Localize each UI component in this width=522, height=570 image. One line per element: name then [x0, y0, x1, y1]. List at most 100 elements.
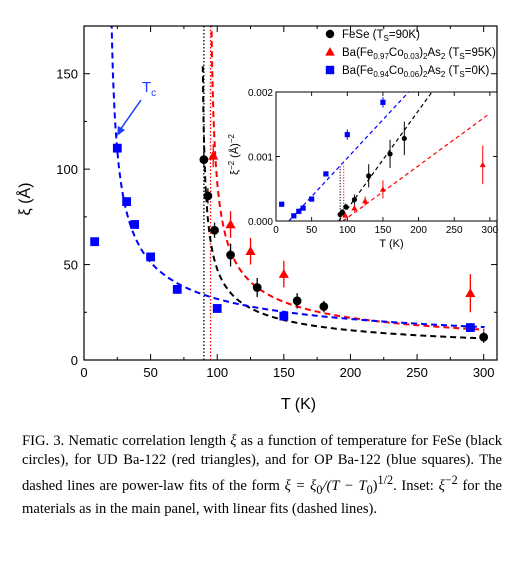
- inset-x-tick-label-0: 0: [273, 225, 279, 236]
- data-point-s2-7: [279, 311, 289, 321]
- data-point-s1-2: [245, 246, 256, 256]
- figure-caption: FIG. 3. Nematic correlation length ξ as …: [22, 432, 502, 519]
- data-point-s0-4: [252, 283, 262, 292]
- legend-part-9: S: [459, 52, 464, 61]
- legend-part-7: 2: [441, 52, 446, 61]
- caption-part-1: FIG. 3. Nematic correlation length: [22, 433, 231, 449]
- inset-point-s1-3: [379, 186, 386, 192]
- inset-point-s2-4: [309, 196, 315, 202]
- data-point-s2-6: [212, 304, 222, 313]
- x-tick-label-5: 250: [406, 365, 428, 380]
- legend-part-3: 0.06: [404, 70, 420, 79]
- legend-part-8: (T: [445, 65, 459, 77]
- x-tick-label-2: 100: [206, 365, 228, 380]
- inset-point-s2-6: [344, 131, 350, 138]
- fit-curve-2: [110, 26, 485, 329]
- data-point-s0-5: [292, 296, 302, 306]
- inset-x-tick-label-6: 300: [482, 225, 499, 236]
- inset-x-tick-label-5: 250: [446, 225, 463, 236]
- caption-part-4: for the materials as in the main panel, …: [22, 477, 502, 517]
- legend-part-3: 0.03: [404, 52, 420, 61]
- data-point-s1-1: [225, 219, 236, 229]
- legend-part-1: 0.97: [373, 52, 389, 61]
- figure-chart: 0 50 100 150 200 250 300 0 50 100 150 T (K) ξ (Å) 0 5…: [15, 25, 499, 413]
- fit-curve-1: [210, 26, 485, 331]
- legend-label-0: FeSe (TS=90K): [342, 29, 420, 43]
- legend-marker-2: [325, 65, 335, 75]
- legend-part-0: Ba(Fe: [342, 47, 373, 59]
- legend-part-10: =95K): [465, 47, 496, 59]
- data-point-s0-3: [226, 250, 235, 260]
- data-point-s2-2: [122, 197, 132, 206]
- tc-annotation: Tc: [117, 79, 156, 136]
- legend-part-2: Co: [389, 65, 404, 77]
- inset-y-title-sup: −2: [227, 160, 236, 170]
- inset-point-s2-3: [300, 205, 306, 211]
- x-tick-label-3: 150: [273, 365, 295, 380]
- x-tick-label-1: 50: [143, 365, 157, 380]
- data-point-s1-0: [208, 150, 219, 160]
- inset-point-s2-0: [279, 201, 285, 207]
- legend-part-0: Ba(Fe: [342, 65, 373, 77]
- legend-part-1: 0.94: [373, 70, 389, 79]
- data-point-s2-0: [90, 237, 100, 247]
- data-point-s0-6: [319, 302, 329, 311]
- data-point-s0-2: [210, 225, 219, 235]
- inset-y-title-part: ξ: [229, 170, 241, 175]
- inset-y-title-unit-sup: −2: [227, 133, 236, 143]
- inset-point-s2-5: [323, 171, 329, 177]
- y-tick-label-2: 100: [56, 162, 78, 177]
- legend-marker-0: [325, 29, 335, 39]
- tc-arrow-line: [119, 99, 142, 131]
- legend-label-1: Ba(Fe0.97Co0.03)2As2 (TS=95K): [342, 47, 496, 61]
- inset-point-s2-2: [296, 208, 302, 214]
- inset-x-axis-title: T (K): [379, 238, 403, 250]
- data-point-s0-1: [203, 191, 213, 201]
- data-point-s2-4: [146, 252, 156, 262]
- legend-part-4: ): [419, 65, 423, 77]
- inset-point-s1-0: [342, 212, 349, 218]
- inset-x-tick-label-2: 100: [339, 225, 356, 236]
- inset-point-s0-2: [343, 204, 349, 210]
- caption-part-3: . Inset:: [393, 477, 439, 494]
- legend-part-7: 2: [441, 70, 446, 79]
- inset-point-s0-4: [366, 173, 372, 179]
- tc-annotation-label: Tc: [142, 79, 156, 99]
- data-point-s2-1: [112, 143, 122, 153]
- x-tick-label-4: 200: [340, 365, 362, 380]
- inset-point-s2-1: [291, 213, 297, 219]
- x-tick-label-6: 300: [473, 365, 495, 380]
- inset-fit-0: [338, 92, 433, 221]
- legend-part-5: 2: [423, 70, 428, 79]
- data-point-s2-5: [172, 284, 182, 294]
- inset-y-axis-title: ξ−2 (Å)−2: [227, 133, 241, 174]
- legend: FeSe (TS=90K)Ba(Fe0.97Co0.03)2As2 (TS=95…: [325, 29, 496, 79]
- legend-part-6: As: [427, 65, 441, 77]
- data-point-s0-0: [199, 155, 209, 165]
- tc-arrow-head: [117, 126, 125, 136]
- inset-point-s0-6: [401, 135, 407, 142]
- data-point-s2-3: [130, 220, 140, 229]
- data-point-s0-7: [479, 332, 489, 342]
- inset-x-tick-label-3: 150: [375, 225, 392, 236]
- caption-eq-a: ξ = ξ: [284, 477, 317, 494]
- inset-y-tick-label-0: 0.000: [248, 217, 273, 228]
- legend-sub: S: [384, 34, 389, 43]
- y-axis-title: ξ (Å): [15, 183, 34, 216]
- data-point-s2-8: [465, 323, 475, 332]
- legend-part-10: =0K): [465, 65, 490, 77]
- caption-eq-c: ): [372, 477, 378, 494]
- caption-xi: ξ: [230, 433, 237, 449]
- legend-label-2: Ba(Fe0.94Co0.06)2As2 (TS=0K): [342, 65, 490, 79]
- y-tick-label-0: 0: [71, 353, 78, 368]
- caption-eq-sub0: 0: [316, 482, 323, 497]
- legend-part-5: 2: [423, 52, 428, 61]
- caption-eq-b: /(T − T: [322, 477, 367, 494]
- fit-curve-0: [201, 66, 485, 340]
- inset-y-tick-label-1: 0.001: [248, 153, 273, 164]
- inset-point-s1-1: [351, 205, 358, 211]
- legend-part-9: S: [459, 70, 464, 79]
- y-tick-label-3: 150: [56, 67, 78, 82]
- inset-point-s0-1: [339, 209, 345, 215]
